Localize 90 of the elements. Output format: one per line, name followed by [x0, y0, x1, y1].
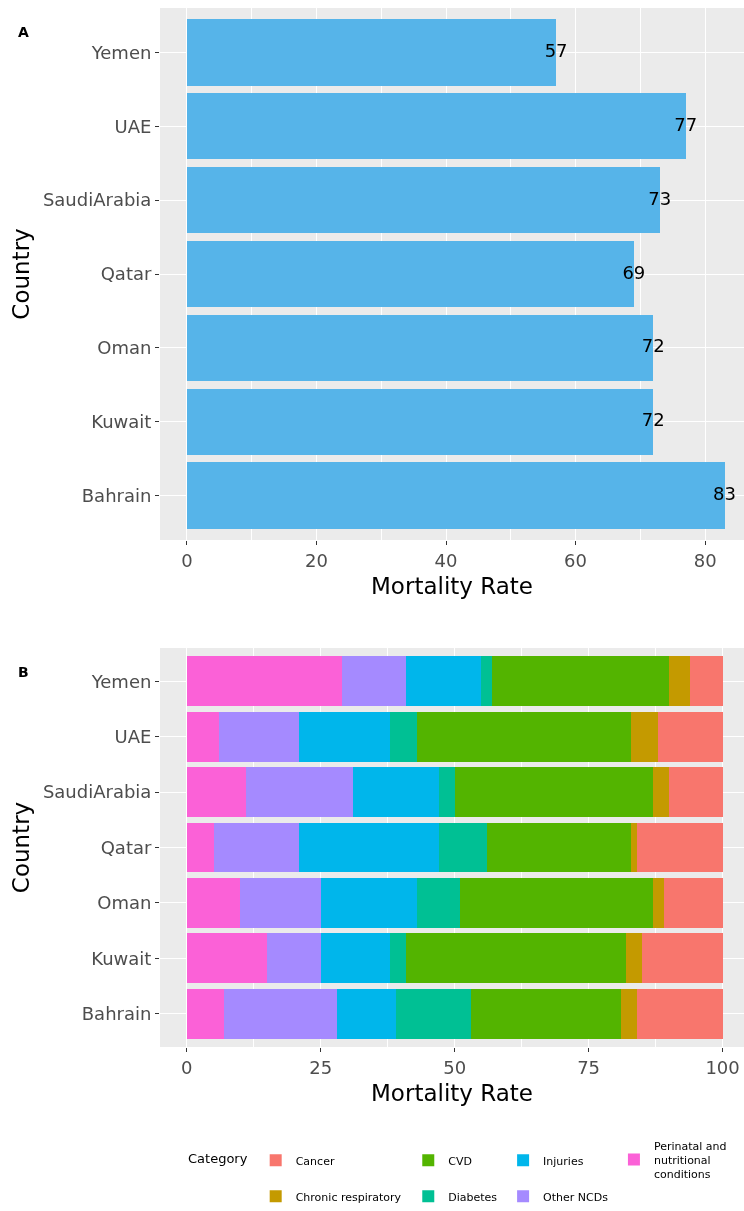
bar: [492, 656, 669, 707]
x-tick-label: 20: [305, 549, 328, 571]
y-tick-label: Oman: [97, 337, 152, 359]
legend-label: Chronic respiratory: [295, 1190, 402, 1204]
legend-label: Injuries: [543, 1154, 584, 1168]
bar: [395, 988, 471, 1039]
bar: [186, 877, 241, 928]
bar: [652, 767, 669, 818]
bar: [438, 822, 487, 873]
bar: [342, 656, 407, 707]
bar: [620, 988, 637, 1039]
bar: [626, 933, 643, 984]
bar: [652, 877, 664, 928]
bar: [352, 767, 439, 818]
y-tick-label: UAE: [114, 725, 152, 747]
bar: [470, 988, 621, 1039]
x-tick-label: 40: [434, 549, 458, 571]
bar: [186, 933, 268, 984]
bar: [186, 767, 246, 818]
text: A: [18, 24, 29, 40]
x-axis-title: Mortality Rate: [371, 1080, 533, 1107]
bar: [460, 877, 653, 928]
legend-label: Cancer: [295, 1154, 335, 1168]
x-tick-label: 60: [564, 549, 588, 571]
bar: [454, 767, 653, 818]
bar: [299, 822, 439, 873]
x-tick-label: 0: [181, 1056, 193, 1078]
bar: [390, 711, 418, 762]
bar: [245, 767, 353, 818]
bar: [690, 656, 723, 707]
bar: [486, 822, 632, 873]
bar: [186, 988, 225, 1039]
legend-title: Category: [188, 1150, 248, 1166]
y-tick-label: SaudiArabia: [42, 189, 152, 211]
bar: [481, 656, 493, 707]
bar: [668, 767, 723, 818]
bar: [636, 822, 723, 873]
bar: [417, 877, 461, 928]
y-tick-label: Bahrain: [81, 484, 152, 506]
bar: [406, 933, 627, 984]
y-tick-label: Kuwait: [91, 411, 152, 433]
bar: [631, 822, 637, 873]
bar: [642, 933, 723, 984]
bar: [406, 656, 482, 707]
bar: [267, 933, 321, 984]
bar: [224, 988, 337, 1039]
data-label: 72: [641, 409, 665, 431]
bar: [213, 822, 300, 873]
x-tick-label: 100: [705, 1056, 740, 1078]
bar: [320, 877, 418, 928]
y-tick-label: Kuwait: [91, 947, 152, 969]
bar: [668, 656, 691, 707]
bar: [320, 933, 391, 984]
bar: [663, 877, 723, 928]
bar: [336, 988, 396, 1039]
bar: [186, 711, 219, 762]
y-tick-label: Yemen: [90, 670, 152, 692]
bar: [299, 711, 391, 762]
data-label: 72: [641, 335, 665, 357]
bar: [218, 711, 300, 762]
x-tick-label: 50: [443, 1056, 467, 1078]
x-tick-label: 0: [181, 549, 193, 571]
y-axis-title: Country: [8, 228, 35, 320]
y-tick-label: Yemen: [90, 41, 152, 63]
text: B: [18, 664, 29, 680]
bar: [240, 877, 321, 928]
x-tick-label: 75: [577, 1056, 601, 1078]
data-label: 57: [544, 39, 568, 61]
legend-label: CVD: [448, 1154, 472, 1168]
x-axis-title: Mortality Rate: [371, 573, 533, 600]
x-tick-label: 80: [693, 549, 717, 571]
y-tick-label: Oman: [97, 892, 152, 914]
legend-label: Diabetes: [448, 1190, 498, 1204]
bar: [438, 767, 455, 818]
bar: [417, 711, 632, 762]
y-tick-label: Bahrain: [81, 1003, 152, 1025]
y-tick-label: SaudiArabia: [42, 781, 152, 803]
x-tick-label: 25: [309, 1056, 333, 1078]
bar: [186, 656, 343, 707]
legend-label: Perinatal and nutritional conditions: [653, 1139, 727, 1182]
bar: [658, 711, 723, 762]
bar: [390, 933, 407, 984]
y-tick-label: Qatar: [100, 836, 152, 858]
bar: [186, 822, 214, 873]
bar: [636, 988, 723, 1039]
bar: [631, 711, 659, 762]
legend-label: Other NCDs: [543, 1190, 609, 1204]
y-tick-label: UAE: [114, 115, 152, 137]
y-axis-title: Country: [8, 801, 35, 894]
y-tick-label: Qatar: [100, 263, 152, 285]
